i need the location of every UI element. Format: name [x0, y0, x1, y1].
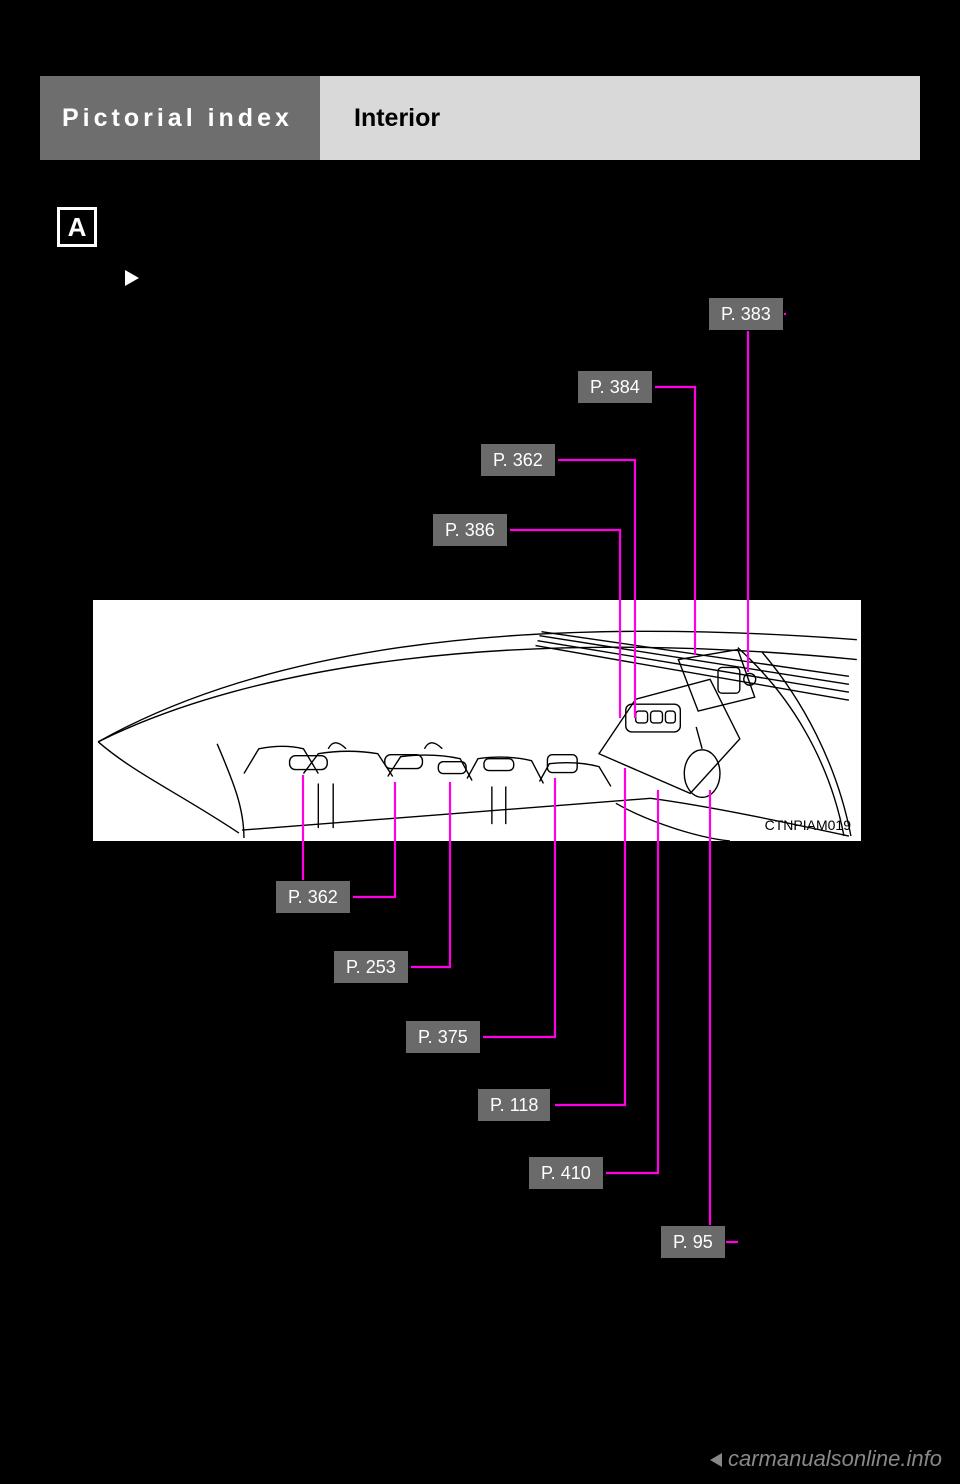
header-title-left: Pictorial index: [62, 104, 293, 133]
label-p362-bottom: P. 362: [275, 880, 351, 914]
label-text: P. 375: [418, 1027, 468, 1048]
label-p95: P. 95: [660, 1225, 726, 1259]
label-text: P. 383: [721, 304, 771, 325]
label-p383: P. 383: [708, 297, 784, 331]
triangle-icon: [125, 270, 139, 286]
label-p253: P. 253: [333, 950, 409, 984]
label-p410: P. 410: [528, 1156, 604, 1190]
page: Pictorial index Interior A: [0, 0, 960, 1484]
interior-illustration: CTNPIAM019: [92, 599, 862, 842]
header-light-panel: Interior: [320, 76, 920, 160]
triangle-icon: [710, 1453, 722, 1467]
label-p118: P. 118: [477, 1088, 551, 1122]
label-text: P. 384: [590, 377, 640, 398]
section-marker-box: A: [57, 207, 97, 247]
label-p386: P. 386: [432, 513, 508, 547]
label-text: P. 362: [493, 450, 543, 471]
watermark-text: carmanualsonline.info: [728, 1446, 942, 1471]
page-header: Pictorial index Interior: [40, 76, 920, 160]
label-text: P. 118: [490, 1095, 538, 1116]
label-text: P. 95: [673, 1232, 713, 1253]
label-p362-top: P. 362: [480, 443, 556, 477]
label-text: P. 386: [445, 520, 495, 541]
header-title-right: Interior: [354, 104, 440, 133]
label-p375: P. 375: [405, 1020, 481, 1054]
watermark: carmanualsonline.info: [710, 1446, 942, 1472]
illustration-code: CTNPIAM019: [765, 817, 851, 833]
label-text: P. 410: [541, 1163, 591, 1184]
label-p384: P. 384: [577, 370, 653, 404]
section-marker-text: A: [68, 212, 87, 243]
interior-diagram-svg: [93, 600, 861, 841]
header-dark-panel: Pictorial index: [40, 76, 320, 160]
label-text: P. 253: [346, 957, 396, 978]
label-text: P. 362: [288, 887, 338, 908]
